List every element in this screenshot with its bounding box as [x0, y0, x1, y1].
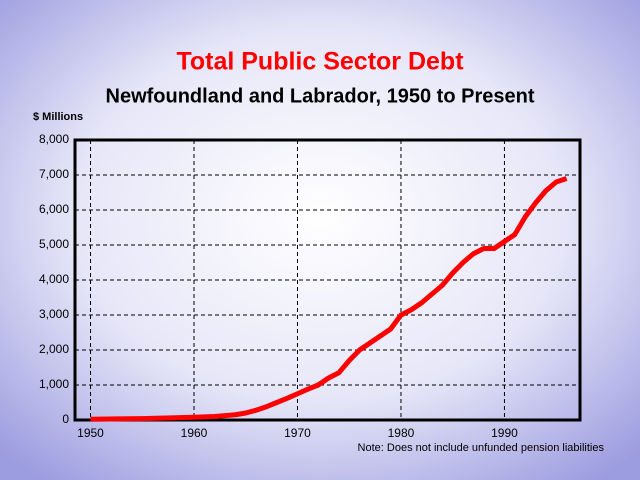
y-tick-label: 8,000 [39, 132, 69, 146]
y-tick-label: 1,000 [39, 377, 69, 391]
y-tick-label: 4,000 [39, 272, 69, 286]
note: Note: Does not include unfunded pension … [358, 442, 605, 454]
x-tick-label: 1980 [388, 426, 415, 440]
chart-title: Total Public Sector Debt [176, 48, 464, 76]
x-tick-label: 1960 [181, 426, 208, 440]
y-tick-label: 7,000 [39, 167, 69, 181]
x-tick-label: 1990 [491, 426, 518, 440]
y-axis-label: $ Millions [33, 111, 83, 123]
y-tick-label: 3,000 [39, 307, 69, 321]
y-tick-label: 6,000 [39, 202, 69, 216]
x-tick-label: 1950 [77, 426, 104, 440]
y-tick-label: 2,000 [39, 342, 69, 356]
chart-subtitle: Newfoundland and Labrador, 1950 to Prese… [106, 85, 535, 107]
y-tick-label: 0 [62, 412, 69, 426]
plot-frame [73, 138, 582, 422]
x-tick-label: 1970 [284, 426, 311, 440]
y-tick-label: 5,000 [39, 237, 69, 251]
data-line [90, 176, 568, 422]
